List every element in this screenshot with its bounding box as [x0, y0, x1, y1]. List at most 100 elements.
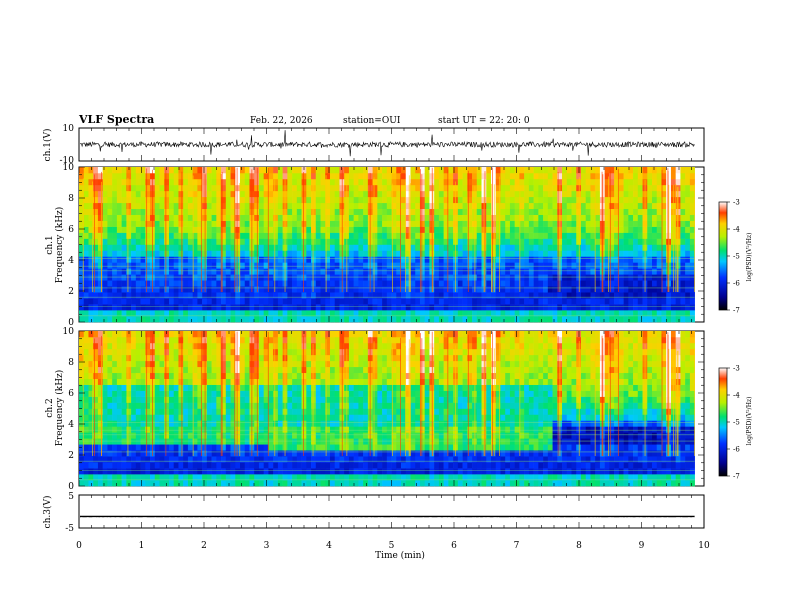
spectrogram-cell	[235, 250, 241, 257]
spectrogram-cell	[292, 414, 298, 421]
spectrogram-cell	[168, 196, 175, 204]
spectrogram-cell	[273, 184, 279, 192]
spectrogram-cell	[405, 250, 411, 257]
spectrogram-cell	[230, 426, 236, 433]
spectrogram-cell	[254, 304, 260, 311]
spectrogram-cell	[230, 280, 236, 287]
spectrogram-cell	[206, 184, 212, 192]
spectrogram-cell	[121, 304, 127, 311]
spectrogram-cell	[509, 268, 515, 275]
header-station: station=OUI	[343, 116, 401, 126]
spectrogram-cell	[680, 214, 686, 221]
spectrogram-cell	[457, 280, 463, 287]
spectrogram-cell	[287, 390, 293, 397]
spectrogram-cell	[173, 420, 179, 427]
spectrogram-cell	[211, 402, 217, 409]
spectrogram-cell	[301, 202, 307, 210]
spectrogram-cell	[102, 310, 108, 317]
spectrogram-cell	[277, 366, 283, 374]
spectrogram-cell	[292, 462, 298, 469]
spectrogram-cell	[618, 286, 624, 293]
spectrogram-cell	[609, 208, 615, 215]
spectrogram-cell	[154, 450, 160, 457]
spectrogram-cell	[254, 172, 260, 180]
ch1-voltage-ylabel: ch.1(V)	[42, 129, 53, 162]
spectrogram-cell	[254, 202, 260, 210]
spectrogram-cell	[164, 184, 170, 192]
spectrogram-cell	[419, 178, 425, 186]
spectrogram-cell	[519, 262, 525, 269]
spectrogram-cell	[79, 390, 85, 397]
spectrogram-cell	[292, 366, 298, 374]
spectrogram-cell	[604, 178, 610, 186]
spectrogram-cell	[102, 462, 108, 469]
spectrogram-cell	[628, 178, 634, 186]
spectrogram-cell	[609, 220, 615, 227]
spectrogram-cell	[159, 480, 165, 487]
spectrogram-cell	[353, 196, 359, 204]
spectrogram-cell	[296, 366, 302, 374]
spectrogram-cell	[97, 438, 103, 445]
spectrogram-cell	[263, 298, 269, 305]
spectrogram-cell	[372, 238, 378, 245]
spectrogram-cell	[183, 298, 189, 305]
colorbar-tick-label: -6	[733, 280, 740, 288]
spectrogram-cell	[652, 316, 658, 323]
spectrogram-cell	[377, 184, 383, 192]
spectrogram-cell	[538, 316, 544, 323]
spectrogram-cell	[173, 360, 179, 368]
spectrogram-cell	[116, 480, 122, 487]
spectrogram-cell	[419, 310, 425, 317]
spectrogram-cell	[604, 256, 610, 263]
spectrogram-cell	[301, 462, 307, 469]
spectrogram-cell	[230, 366, 236, 374]
spectrogram-cell	[140, 220, 146, 227]
spectrogram-cell	[424, 286, 430, 293]
spectrogram-cell	[562, 226, 568, 233]
spectrogram-cell	[168, 462, 175, 469]
spectrogram-cell	[235, 190, 241, 198]
spectrogram-cell	[580, 292, 587, 299]
spectrogram-cell	[301, 348, 307, 356]
spectrogram-cell	[154, 202, 160, 210]
spectrogram-cell	[235, 304, 241, 311]
spectrogram-cell	[538, 250, 544, 257]
spectrogram-cell	[97, 462, 103, 469]
spectrogram-cell	[273, 414, 279, 421]
spectrogram-cell	[609, 286, 615, 293]
spectrogram-cell	[79, 316, 85, 323]
spectrogram-cell	[102, 342, 108, 350]
spectrogram-cell	[254, 462, 260, 469]
spectrogram-cell	[386, 304, 392, 311]
spectrogram-cell	[140, 184, 146, 192]
spectrogram-cell	[150, 468, 156, 475]
spectrogram-cell	[348, 274, 354, 281]
spectrogram-cell	[329, 172, 336, 180]
spectrogram-cell	[320, 304, 326, 311]
spectrogram-cell	[121, 438, 127, 445]
spectrogram-cell	[566, 256, 572, 263]
spectrogram-cell	[386, 226, 392, 233]
spectrogram-cell	[287, 336, 293, 344]
spectrogram-cell	[107, 268, 113, 275]
spectrogram-cell	[192, 286, 198, 293]
spectrogram-cell	[680, 262, 686, 269]
spectrogram-cell	[206, 348, 212, 356]
spectrogram-cell	[448, 196, 454, 204]
spectrogram-cell	[434, 178, 440, 186]
spectrogram-cell	[405, 262, 411, 269]
spectrogram-cell	[168, 444, 175, 451]
spectrogram-cell	[216, 184, 222, 192]
spectrogram-cell	[495, 262, 501, 269]
spectrogram-cell	[486, 250, 492, 257]
spectrogram-cell	[79, 450, 85, 457]
spectrogram-cell	[353, 172, 359, 180]
spectrogram-cell	[353, 226, 359, 233]
spectrogram-cell	[244, 462, 250, 469]
spectrogram-cell	[509, 202, 515, 210]
spectrogram-cell	[528, 280, 534, 287]
spectrogram-cell	[178, 450, 184, 457]
spectrogram-cell	[311, 232, 317, 239]
spectrogram-cell	[112, 360, 118, 368]
spectrogram-cell	[178, 268, 184, 275]
